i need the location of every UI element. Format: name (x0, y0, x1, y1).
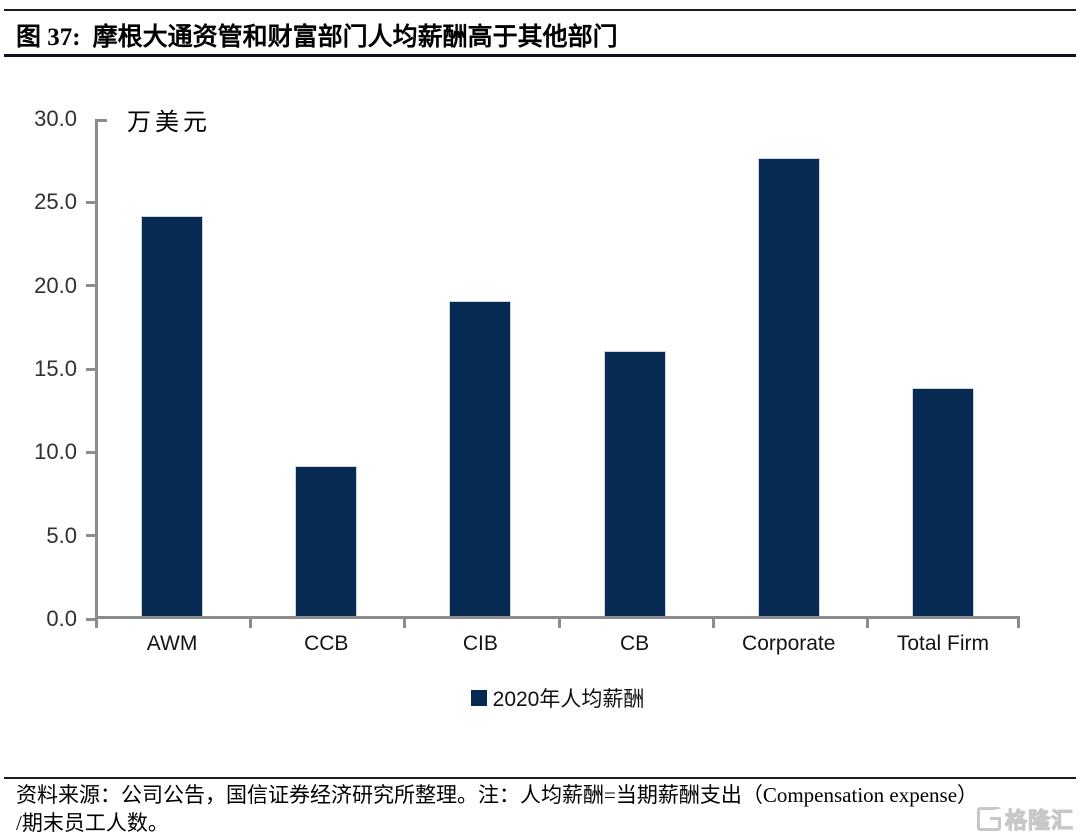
gelonghui-logo-icon (976, 807, 1001, 831)
watermark-text: 格隆汇 (1004, 808, 1074, 834)
y-tick-mark (86, 200, 95, 204)
bar-total-firm (911, 387, 974, 616)
x-tick-mark (403, 619, 407, 628)
bar-corporate (757, 157, 820, 616)
x-tick-mark (249, 619, 253, 628)
x-category-label-cib: CIB (462, 632, 498, 655)
y-tick-mark (86, 284, 95, 288)
bar-cb (603, 351, 666, 616)
x-tick-mark (95, 619, 98, 628)
figure-title-text: 摩根大通资管和财富部门人均薪酬高于其他部门 (92, 24, 618, 51)
x-category-label-awm: AWM (146, 632, 198, 655)
bar-cib (449, 301, 512, 616)
x-axis (95, 616, 1020, 619)
y-axis-unit-label: 万美元 (127, 110, 211, 136)
x-tick-mark (1017, 619, 1020, 628)
figure-number-label: 图 37: (16, 24, 81, 51)
y-tick-label: 15.0 (34, 356, 77, 381)
y-tick-label: 20.0 (34, 272, 77, 298)
bar-chart: 万美元 30.0 25.0 20.0 15.0 10.0 5.0 0.0 AWM CCB CIB… (34, 106, 1020, 713)
x-category-label-cb: CB (619, 632, 650, 655)
y-tick-label: 25.0 (34, 189, 77, 215)
x-tick-mark (711, 619, 715, 628)
x-category-label-ccb: CCB (304, 632, 349, 655)
y-tick-mark (86, 534, 95, 538)
y-tick-mark (86, 450, 95, 454)
source-note-line2: /期末员工人数。 (16, 811, 169, 836)
source-note-line1: 资料来源：公司公告，国信证券经济研究所整理。注：人均薪酬=当期薪酬支出（Comp… (16, 783, 979, 807)
title-divider (4, 54, 1076, 57)
legend-label: 2020年人均薪酬 (492, 688, 645, 711)
x-category-label-corporate: Corporate (742, 632, 836, 655)
y-tick-label: 5.0 (46, 522, 77, 548)
y-tick-mark (86, 367, 95, 371)
footer-divider (4, 777, 1076, 779)
x-tick-mark (557, 619, 561, 628)
bar-awm (141, 216, 204, 616)
top-divider (4, 9, 1076, 11)
y-axis (95, 119, 98, 628)
x-tick-mark (865, 619, 869, 628)
source-note: 资料来源：公司公告，国信证券经济研究所整理。注：人均薪酬=当期薪酬支出（Comp… (16, 781, 1064, 838)
gelonghui-watermark: 格隆汇 (976, 803, 1074, 835)
chart-legend: 2020年人均薪酬 (95, 683, 1020, 713)
y-axis-top-cap (95, 119, 107, 122)
plot-area (86, 119, 1020, 628)
y-tick-label: 10.0 (34, 439, 77, 465)
bar-ccb (295, 466, 358, 616)
legend-swatch (470, 690, 487, 706)
x-category-label-total-firm: Total Firm (896, 632, 989, 655)
y-tick-label: 0.0 (46, 606, 77, 631)
y-tick-label: 30.0 (34, 106, 77, 131)
y-tick-mark (86, 617, 95, 621)
figure-title: 图 37: 摩根大通资管和财富部门人均薪酬高于其他部门 (16, 17, 1064, 53)
